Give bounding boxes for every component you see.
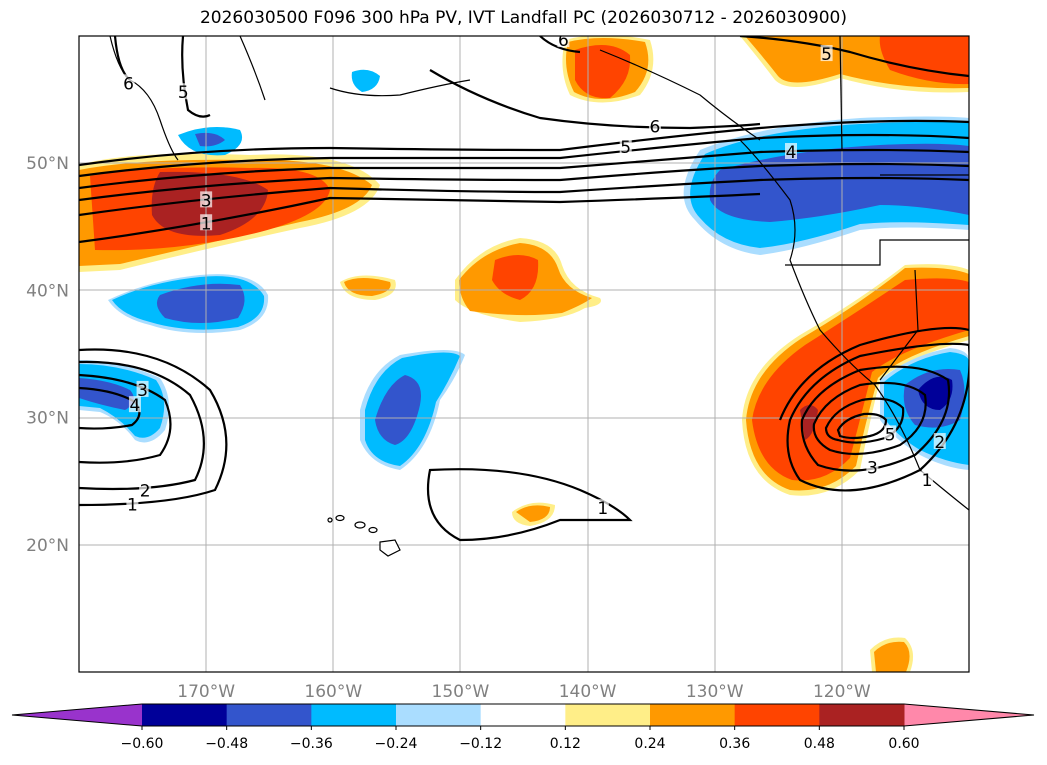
colorbar-tick-label: −0.36 <box>290 736 333 752</box>
colorbar-tick-label: −0.24 <box>375 736 418 752</box>
colorbar-segment <box>226 704 312 726</box>
contour-label: 6 <box>123 74 134 94</box>
colorbar-tick-label: −0.12 <box>459 736 502 752</box>
plot-frame <box>78 35 970 673</box>
contour-label: 2 <box>934 433 945 453</box>
lon-tick-label: 160°W <box>304 682 362 702</box>
positive-anomaly-region <box>879 36 969 85</box>
contour-label-bg <box>557 36 570 48</box>
colorbar-extend-min <box>12 704 143 726</box>
contour-label: 1 <box>201 214 212 234</box>
positive-anomaly-region <box>344 278 391 296</box>
contour-label-bg <box>128 396 141 413</box>
lon-tick-label: 120°W <box>813 682 871 702</box>
contour-label: 5 <box>885 425 896 445</box>
contour-label-bg <box>866 458 879 475</box>
hawaiian-islands <box>327 514 401 557</box>
contour-label: 4 <box>786 143 797 163</box>
colorbar <box>11 703 1035 727</box>
lon-tick-label: 130°W <box>686 682 744 702</box>
lon-tick-label: 140°W <box>559 682 617 702</box>
contour-label: 4 <box>130 396 141 416</box>
contour-label: 5 <box>821 45 832 65</box>
colorbar-labels: −0.60 −0.48 −0.36 −0.24 −0.12 0.12 0.24 0.36 0.4… <box>121 726 920 752</box>
contour-label-bg <box>596 499 609 516</box>
colorbar-segment <box>565 704 651 726</box>
contour-label: 5 <box>620 138 631 158</box>
colorbar-segment <box>480 704 566 726</box>
contour-label-bg <box>126 495 139 512</box>
contour-label-bg <box>921 471 934 488</box>
contour-label-bg <box>200 191 213 208</box>
negative-anomaly-region <box>156 283 245 323</box>
colorbar-tick-label: 0.36 <box>719 736 750 752</box>
contour-label: 6 <box>650 118 661 138</box>
contour-label: 2 <box>140 481 151 501</box>
colorbar-segment <box>311 704 397 726</box>
lat-tick-label: 20°N <box>26 536 69 556</box>
negative-anomaly-region <box>375 375 421 445</box>
contour-label-bg <box>200 214 213 231</box>
positive-anomaly-region <box>492 255 539 300</box>
contour-label: 3 <box>867 458 878 478</box>
latitude-labels: 20°N 30°N 40°N 50°N <box>26 154 69 556</box>
contour-label: 3 <box>137 381 148 401</box>
contour-label-bg <box>933 433 946 450</box>
colorbar-segment <box>819 704 905 726</box>
colorbar-tick-label: 0.24 <box>634 736 665 752</box>
contour-label-bg <box>122 74 135 91</box>
contour-label-bg <box>648 117 661 134</box>
contour-label: 5 <box>178 83 189 103</box>
colorbar-tick-label: 0.60 <box>888 736 919 752</box>
colorbar-segment <box>396 704 482 726</box>
lat-tick-label: 50°N <box>26 154 69 174</box>
negative-anomaly-region <box>351 69 380 92</box>
contour-label-bg <box>785 143 797 160</box>
contour-label: 1 <box>922 471 933 491</box>
contour-label-bg <box>884 425 897 442</box>
colorbar-tick-label: −0.60 <box>121 736 164 752</box>
positive-anomaly-region <box>575 45 631 99</box>
positive-anomaly-region <box>516 505 550 522</box>
colorbar-segment <box>142 704 228 726</box>
negative-anomaly-region <box>195 132 225 147</box>
colorbar-segment <box>650 704 736 726</box>
contour-label: 1 <box>127 495 138 515</box>
colorbar-tick-label: 0.48 <box>804 736 835 752</box>
lat-tick-label: 40°N <box>26 281 69 301</box>
colorbar-segment <box>734 704 820 726</box>
lon-tick-label: 170°W <box>177 682 235 702</box>
contour-label-bg <box>619 137 632 154</box>
lon-tick-label: 150°W <box>432 682 490 702</box>
contour-label: 6 <box>558 31 569 51</box>
chart-title: 2026030500 F096 300 hPa PV, IVT Landfall… <box>199 8 847 28</box>
negative-anomaly-region <box>79 378 134 410</box>
colorbar-tick-label: 0.12 <box>550 736 581 752</box>
colorbar-extend-max <box>903 704 1034 726</box>
longitude-labels: 170°W 160°W 150°W 140°W 130°W 120°W <box>177 682 871 702</box>
lat-tick-label: 30°N <box>26 409 69 429</box>
contour-label-bg <box>136 380 149 397</box>
positive-anomaly-region <box>874 641 910 672</box>
colorbar-tick-label: −0.48 <box>205 736 248 752</box>
contour-label: 3 <box>201 191 212 211</box>
contour-label-bg <box>177 83 190 100</box>
contour-label-bg <box>820 45 833 62</box>
contour-label: 1 <box>597 499 608 519</box>
contour-label-bg <box>139 481 152 498</box>
pv-contours <box>79 36 969 542</box>
